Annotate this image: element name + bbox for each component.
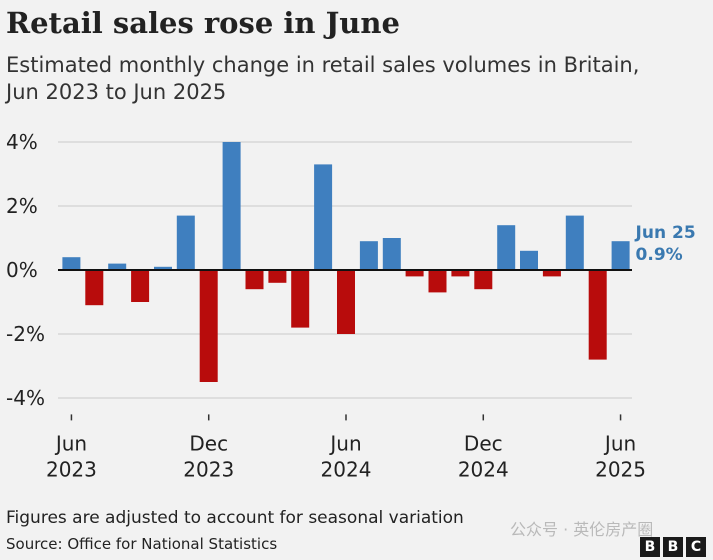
y-tick-label: 2% xyxy=(6,194,38,218)
bar-sep-2024 xyxy=(405,270,424,277)
bar-jul-2023 xyxy=(85,270,104,306)
x-tick-label: Jun xyxy=(603,431,636,455)
x-tick-label: 2023 xyxy=(46,457,97,481)
bar-chart: 4%2%0%-2%-4%Jun2023Dec2023Jun2024Dec2024… xyxy=(6,130,696,481)
bar-aug-2024 xyxy=(382,238,401,270)
bars xyxy=(62,142,630,382)
source-note: Source: Office for National Statistics xyxy=(6,535,278,553)
bar-jun-2023 xyxy=(62,257,81,270)
bar-jan-2024 xyxy=(222,142,241,270)
bar-mar-2025 xyxy=(542,270,561,277)
bar-may-2025 xyxy=(588,270,607,360)
subtitle-line-2: Jun 2023 to Jun 2025 xyxy=(6,80,227,104)
bar-jun-2024 xyxy=(337,270,355,334)
bar-dec-2023 xyxy=(199,270,218,382)
bbc-logo-letter: B xyxy=(663,537,683,557)
bar-apr-2025 xyxy=(565,215,584,270)
bbc-logo: B B C xyxy=(640,537,706,557)
bar-oct-2023 xyxy=(154,266,172,270)
bar-nov-2023 xyxy=(176,215,195,270)
bar-jan-2025 xyxy=(497,225,516,270)
bar-oct-2024 xyxy=(428,270,447,293)
bar-jun-2025 xyxy=(611,241,630,270)
x-tick-label: Dec xyxy=(189,431,228,455)
y-tick-label: -4% xyxy=(6,386,45,410)
footnote: Figures are adjusted to account for seas… xyxy=(6,508,464,528)
bar-mar-2024 xyxy=(268,270,287,283)
bar-aug-2023 xyxy=(108,263,127,270)
x-tick-label: 2023 xyxy=(183,457,234,481)
chart-title: Retail sales rose in June xyxy=(6,6,400,40)
bar-nov-2024 xyxy=(451,270,470,277)
x-tick-label: Dec xyxy=(464,431,503,455)
x-tick-label: Jun xyxy=(54,431,87,455)
axes: 4%2%0%-2%-4%Jun2023Dec2023Jun2024Dec2024… xyxy=(6,130,646,481)
bar-feb-2025 xyxy=(520,250,538,270)
annotation-value: 0.9% xyxy=(636,245,683,265)
watermark: 公众号 · 英伦房产圈 xyxy=(510,520,654,539)
bar-jul-2024 xyxy=(359,241,378,270)
annotation-label: Jun 25 xyxy=(635,223,696,243)
y-tick-label: 4% xyxy=(6,130,38,154)
bar-feb-2024 xyxy=(245,270,264,290)
bar-dec-2024 xyxy=(474,270,493,290)
subtitle-line-1: Estimated monthly change in retail sales… xyxy=(6,53,640,77)
chart-subtitle: Estimated monthly change in retail sales… xyxy=(6,52,706,106)
x-tick-label: 2024 xyxy=(458,457,509,481)
bar-sep-2023 xyxy=(131,270,150,302)
bbc-logo-letter: B xyxy=(640,537,660,557)
bbc-logo-letter: C xyxy=(686,537,706,557)
x-tick-label: Jun xyxy=(328,431,361,455)
y-tick-label: 0% xyxy=(6,258,38,282)
bar-may-2024 xyxy=(314,164,333,270)
x-tick-label: 2025 xyxy=(595,457,646,481)
bar-apr-2024 xyxy=(291,270,310,328)
annotations: Jun 250.9% xyxy=(635,223,696,265)
y-tick-label: -2% xyxy=(6,322,45,346)
x-tick-label: 2024 xyxy=(321,457,372,481)
